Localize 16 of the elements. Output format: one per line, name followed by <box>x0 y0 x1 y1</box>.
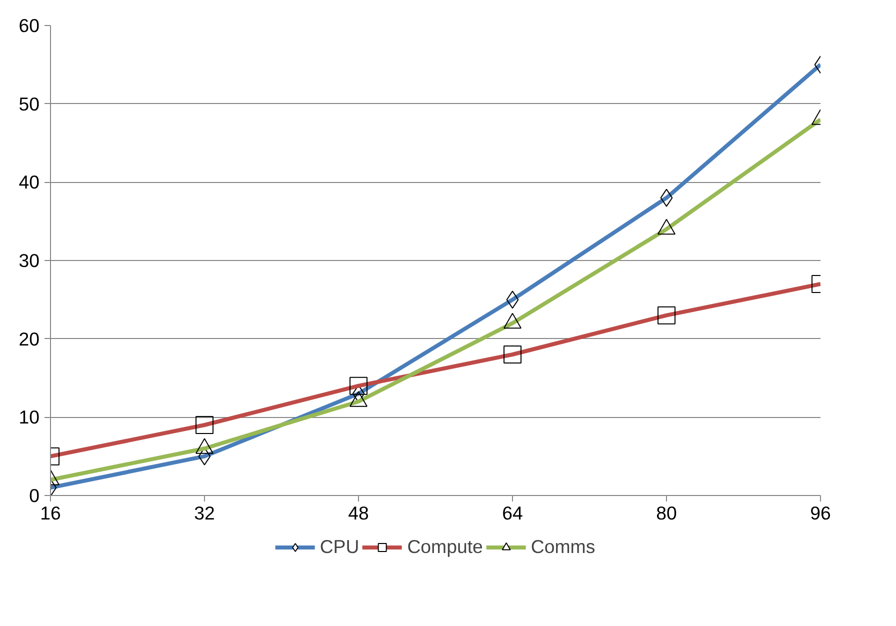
x-tick-label: 48 <box>348 502 369 524</box>
y-tick-label: 10 <box>18 406 40 428</box>
y-tick-label: 20 <box>18 328 40 350</box>
x-tick-label: 16 <box>40 502 61 524</box>
legend-label: CPU <box>320 536 360 558</box>
x-tick-label: 96 <box>810 502 831 524</box>
x-tick-label: 80 <box>656 502 677 524</box>
y-tick-label: 40 <box>18 172 40 193</box>
y-tick-label: 60 <box>18 15 40 36</box>
y-tick-label: 30 <box>18 250 40 271</box>
y-tick-label: 50 <box>18 93 40 114</box>
x-tick-label: 32 <box>194 502 215 524</box>
legend-label: Compute <box>407 536 483 558</box>
x-tick-label: 64 <box>502 502 523 524</box>
y-tick-label: 0 <box>29 485 40 506</box>
legend-label: Comms <box>530 536 596 558</box>
